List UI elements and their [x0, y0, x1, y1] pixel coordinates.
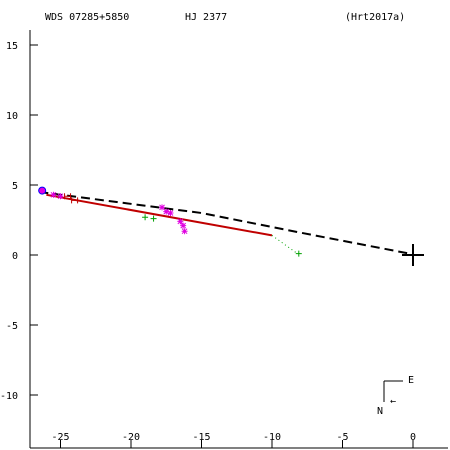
green-plus-point	[150, 215, 157, 222]
magenta-star-point	[163, 208, 170, 215]
orbit-dashed-line	[39, 191, 414, 256]
x-tick-label: -5	[336, 432, 348, 443]
chart-marks	[38, 186, 424, 266]
magenta-star-point	[167, 210, 174, 216]
magenta-star-point	[159, 204, 166, 211]
y-tick-label: -5	[6, 321, 18, 332]
x-tick-label: 0	[410, 432, 416, 443]
primary-star-marker	[402, 244, 424, 266]
compass: E N ←	[377, 375, 414, 417]
y-tick-label: 5	[12, 181, 18, 192]
magenta-star-point	[180, 222, 187, 229]
green-plus-point	[142, 214, 149, 221]
red-h-point	[71, 197, 79, 204]
y-tick-label: 10	[6, 111, 18, 122]
magenta-star-point	[50, 191, 57, 198]
x-tick-label: -25	[51, 432, 69, 443]
axis-ticks: -25 -20 -15 -10 -5 0 15 10 5 0 -5 -10	[0, 41, 416, 448]
header-reference: (Hrt2017a)	[345, 12, 405, 23]
x-tick-label: -10	[263, 432, 281, 443]
magenta-star-point	[177, 218, 184, 225]
orbit-red-line	[46, 193, 273, 237]
compass-east-label: E	[408, 375, 414, 386]
red-h-point	[64, 193, 72, 200]
magenta-star-point	[57, 193, 64, 200]
header-wds-id: WDS 07285+5850	[45, 12, 129, 23]
first-observation-circle	[38, 186, 47, 195]
y-tick-label: 0	[12, 251, 18, 262]
y-tick-label: -10	[0, 391, 18, 402]
y-tick-label: 15	[6, 41, 18, 52]
header: WDS 07285+5850 HJ 2377 (Hrt2017a)	[45, 12, 405, 23]
header-star-name: HJ 2377	[185, 12, 227, 23]
residual-dotted-line	[271, 234, 298, 255]
compass-motion-arrow: ←	[390, 396, 396, 407]
plot-frame	[29, 30, 448, 449]
magenta-star-point	[181, 228, 188, 235]
x-tick-label: -15	[192, 432, 210, 443]
compass-north-label: N	[377, 406, 383, 417]
green-plus-point	[295, 250, 302, 257]
x-tick-label: -20	[122, 432, 140, 443]
